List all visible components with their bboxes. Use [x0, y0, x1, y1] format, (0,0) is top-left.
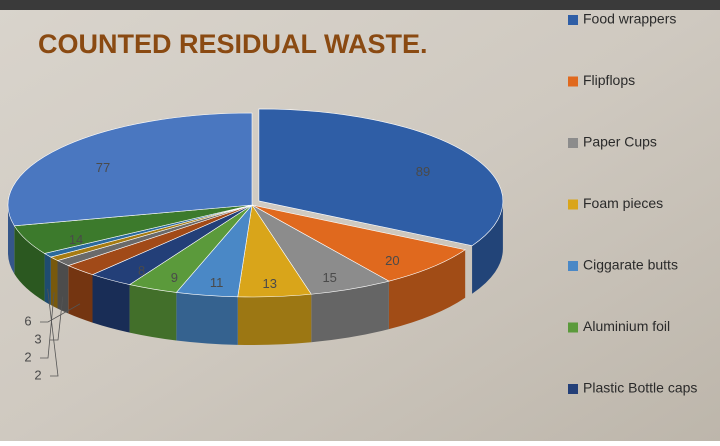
data-label: 11	[210, 275, 224, 290]
legend-label: Ciggarate butts	[583, 257, 678, 273]
data-label: 9	[171, 270, 178, 285]
page: COUNTED RESIDUAL WASTE. 8920151311986322…	[0, 0, 720, 446]
chart: COUNTED RESIDUAL WASTE. 8920151311986322…	[0, 0, 720, 441]
legend-label: Flipflops	[583, 72, 635, 88]
legend-swatch	[568, 261, 578, 271]
slice-side	[238, 294, 311, 345]
data-label: 13	[263, 276, 277, 291]
legend-swatch	[568, 200, 578, 210]
data-label: 3	[34, 331, 41, 346]
data-label: 8	[138, 263, 145, 278]
slice-side	[57, 261, 68, 314]
legend-swatch	[568, 384, 578, 394]
legend-swatch	[568, 138, 578, 148]
slice-side	[176, 292, 237, 344]
legend-label: Food wrappers	[583, 11, 676, 27]
legend-label: Plastic Bottle caps	[583, 380, 697, 396]
slice-side	[45, 253, 51, 305]
legend-label: Paper Cups	[583, 134, 657, 150]
legend-label: Foam pieces	[583, 195, 663, 211]
chart-title: COUNTED RESIDUAL WASTE.	[38, 29, 428, 59]
slice-side	[130, 285, 177, 341]
data-label: 77	[96, 160, 110, 175]
slice-side	[51, 257, 58, 308]
data-label: 89	[416, 164, 430, 179]
data-label: 6	[24, 313, 31, 328]
top-band	[0, 0, 720, 10]
legend-swatch	[568, 15, 578, 25]
legend-swatch	[568, 323, 578, 333]
legend-swatch	[568, 77, 578, 87]
data-label: 2	[24, 349, 31, 364]
legend-label: Aluminium foil	[583, 318, 670, 334]
data-label: 20	[385, 253, 399, 268]
data-label: 14	[69, 232, 83, 247]
slice-side	[68, 266, 92, 323]
data-label: 15	[322, 270, 336, 285]
data-label: 2	[34, 367, 41, 382]
